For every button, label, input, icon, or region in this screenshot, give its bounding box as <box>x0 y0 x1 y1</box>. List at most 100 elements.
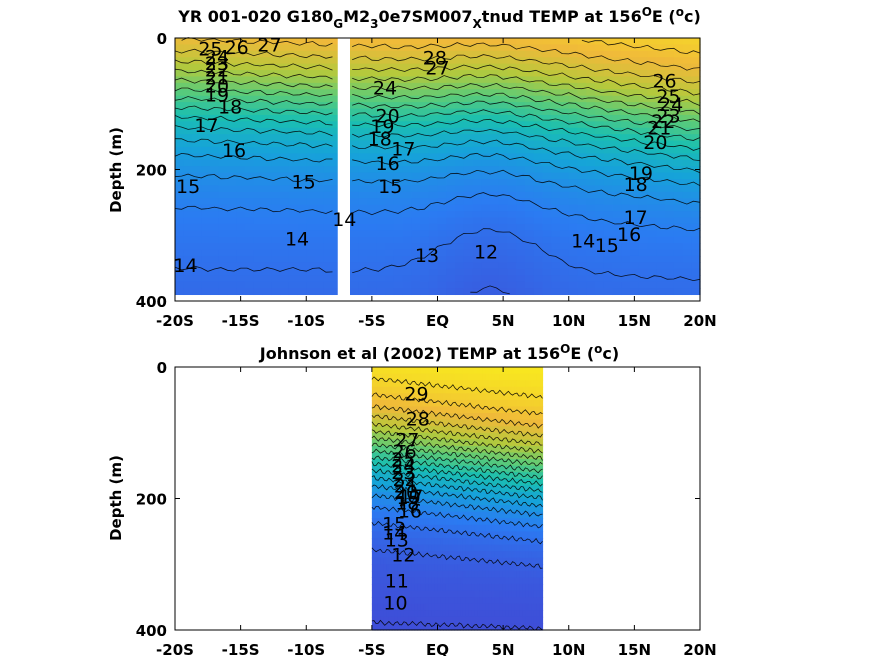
field-cell <box>385 108 395 116</box>
field-cell <box>673 127 684 135</box>
field-cell <box>514 485 518 493</box>
chart-title-part: c) <box>684 7 701 26</box>
field-cell <box>522 616 527 625</box>
field-cell <box>519 610 524 618</box>
field-cell <box>498 63 509 71</box>
field-cell <box>385 127 395 135</box>
field-cell <box>522 472 527 480</box>
field-cell <box>638 236 649 244</box>
field-cell <box>525 230 535 238</box>
field-cell <box>502 577 507 585</box>
field-cell <box>568 198 579 206</box>
field-cell <box>463 140 474 148</box>
field-cell <box>508 531 512 539</box>
field-cell <box>471 413 475 421</box>
field-cell <box>451 445 455 454</box>
field-cell <box>236 108 246 116</box>
field-cell <box>568 153 579 161</box>
field-cell <box>448 511 453 519</box>
field-cell <box>536 603 541 611</box>
field-cell <box>525 524 529 532</box>
field-cell <box>423 577 427 585</box>
field-cell <box>383 623 387 631</box>
field-cell <box>437 485 441 493</box>
field-cell <box>350 134 360 142</box>
field-cell <box>218 57 229 65</box>
field-cell <box>468 597 472 605</box>
field-cell <box>397 393 401 401</box>
field-cell <box>420 63 430 71</box>
field-cell <box>377 518 381 526</box>
field-cell <box>374 531 379 539</box>
field-cell <box>577 179 587 187</box>
field-cell <box>201 288 211 296</box>
field-cell <box>491 399 495 408</box>
field-cell <box>471 577 475 585</box>
field-cell <box>586 57 596 65</box>
field-cell <box>210 204 220 212</box>
field-cell <box>393 63 404 71</box>
field-cell <box>462 583 467 592</box>
field-cell <box>691 153 701 161</box>
field-cell <box>508 623 512 631</box>
field-cell <box>414 623 418 631</box>
field-cell <box>536 419 541 427</box>
field-cell <box>525 426 529 434</box>
field-cell <box>227 262 237 270</box>
field-cell <box>437 577 441 585</box>
field-cell <box>442 498 447 506</box>
field-cell <box>485 551 490 559</box>
field-cell <box>253 44 264 52</box>
field-cell <box>491 465 495 473</box>
field-cell <box>454 393 458 401</box>
field-cell <box>497 511 501 519</box>
field-cell <box>519 478 524 486</box>
field-cell <box>682 230 692 238</box>
field-cell <box>479 367 484 375</box>
field-cell <box>479 524 484 532</box>
field-cell <box>253 82 264 90</box>
field-cell <box>380 544 384 552</box>
field-cell <box>533 478 538 486</box>
field-cell <box>367 63 377 71</box>
field-cell <box>385 275 395 283</box>
field-cell <box>468 380 472 388</box>
field-cell <box>394 577 399 585</box>
field-cell <box>673 281 684 289</box>
field-cell <box>465 623 470 631</box>
field-cell <box>437 230 447 238</box>
field-cell <box>528 472 532 480</box>
field-cell <box>236 121 246 129</box>
field-cell <box>446 223 456 231</box>
field-cell <box>488 419 492 427</box>
field-cell <box>374 570 379 578</box>
field-cell <box>494 590 498 598</box>
field-cell <box>533 89 544 97</box>
field-cell <box>455 204 465 212</box>
field-cell <box>386 537 390 546</box>
field-cell <box>210 95 220 103</box>
field-cell <box>280 211 290 219</box>
field-cell <box>494 419 498 427</box>
field-cell <box>175 204 185 212</box>
field-cell <box>218 108 229 116</box>
field-cell <box>490 57 500 65</box>
field-cell <box>656 70 666 78</box>
field-cell <box>508 413 512 421</box>
field-cell <box>400 551 404 559</box>
field-cell <box>406 551 410 559</box>
field-cell <box>446 121 456 129</box>
field-cell <box>647 288 657 296</box>
field-cell <box>454 498 458 506</box>
field-cell <box>465 406 470 414</box>
field-cell <box>457 478 461 486</box>
field-cell <box>288 140 299 148</box>
field-cell <box>434 491 438 500</box>
field-cell <box>568 275 579 283</box>
field-cell <box>417 524 421 532</box>
field-cell <box>507 121 517 129</box>
field-cell <box>391 511 396 519</box>
field-cell <box>183 153 194 161</box>
field-cell <box>434 478 438 486</box>
field-cell <box>428 544 433 552</box>
